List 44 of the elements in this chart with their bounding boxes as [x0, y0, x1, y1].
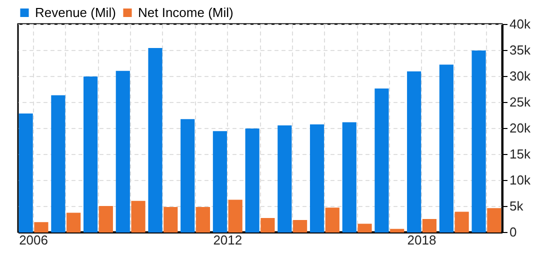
- bar: [487, 208, 502, 232]
- bar: [472, 50, 486, 232]
- bar: [278, 125, 292, 232]
- y-tick-label: 10k: [510, 172, 531, 188]
- bar: [293, 220, 308, 232]
- bar: [51, 95, 66, 232]
- x-tick-label: 2018: [407, 232, 436, 248]
- bar: [325, 208, 340, 232]
- bar: [18, 113, 33, 232]
- bar: [116, 70, 130, 232]
- y-tick-label: 40k: [510, 16, 531, 32]
- bar: [180, 119, 195, 232]
- bar: [34, 222, 48, 232]
- y-tick-label: 5k: [510, 198, 524, 214]
- bar: [342, 122, 356, 232]
- bar: [196, 207, 210, 232]
- bar: [422, 219, 436, 232]
- legend-label: Revenue (Mil): [35, 4, 116, 20]
- bar: [310, 124, 324, 232]
- y-tick-label: 25k: [510, 94, 531, 110]
- legend-label: Net Income (Mil): [138, 4, 234, 20]
- bar: [84, 76, 98, 232]
- bar: [454, 212, 469, 232]
- bar: [245, 128, 260, 232]
- bar: [260, 218, 275, 232]
- bar: [439, 64, 454, 232]
- y-tick-label: 35k: [510, 42, 531, 58]
- bar: [98, 206, 113, 232]
- y-tick-label: 15k: [510, 146, 531, 162]
- bar: [66, 212, 81, 232]
- y-tick-label: 30k: [510, 68, 531, 84]
- bar: [228, 200, 242, 232]
- bar: [164, 207, 178, 232]
- bar: [390, 228, 404, 232]
- bar: [212, 131, 227, 232]
- bar: [131, 200, 146, 232]
- bar: [358, 224, 372, 232]
- y-tick-label: 0: [510, 224, 517, 240]
- bar: [148, 48, 162, 232]
- bar: [374, 88, 389, 232]
- x-tick-label: 2006: [19, 232, 48, 248]
- bar: [407, 71, 422, 232]
- y-tick-label: 20k: [510, 120, 531, 136]
- x-tick-label: 2012: [213, 232, 242, 248]
